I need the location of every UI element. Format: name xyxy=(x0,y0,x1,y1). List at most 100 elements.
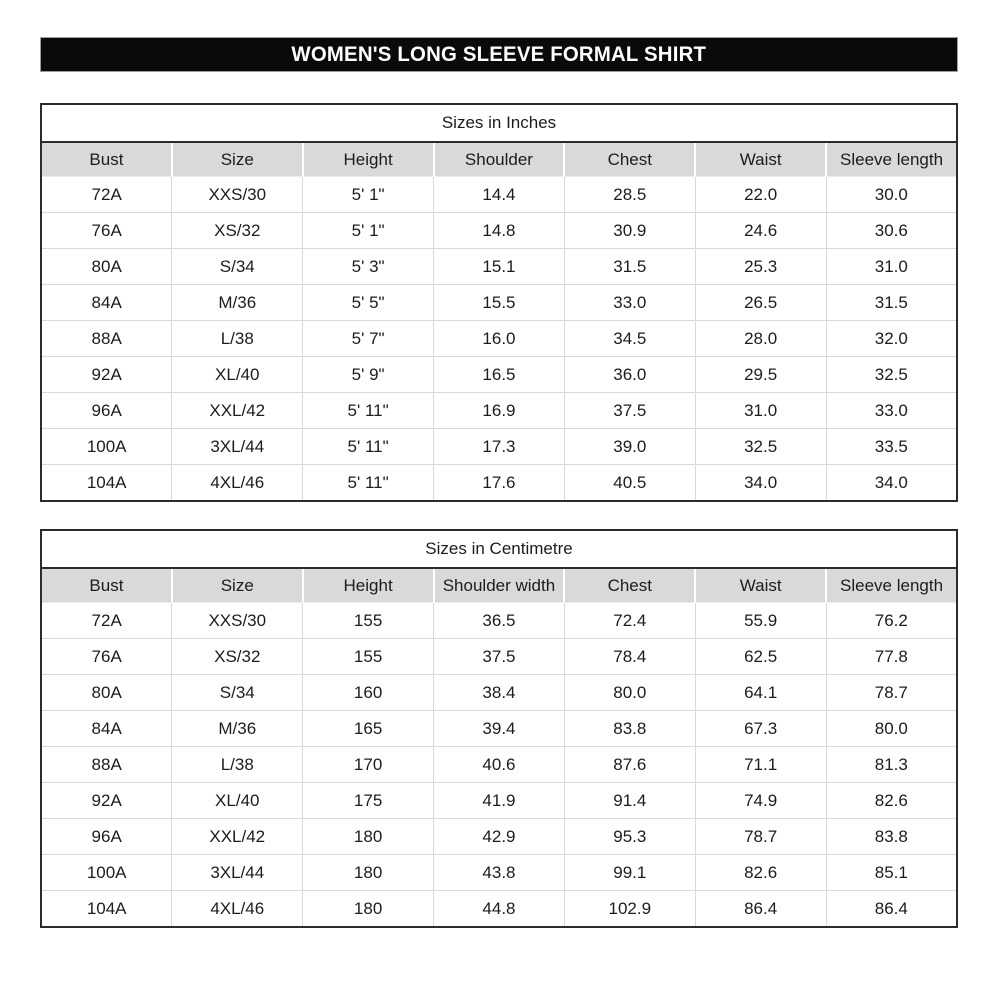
table-cell: 36.5 xyxy=(433,602,565,639)
column-header: Shoulder width xyxy=(432,568,565,603)
table-cell: 180 xyxy=(302,854,434,891)
table-row: 96A XXL/42 5' 11" 16.9 37.5 31.0 33.0 xyxy=(41,392,957,429)
table-cell: 5' 5" xyxy=(302,284,434,321)
table-cell: 38.4 xyxy=(433,674,565,711)
table-cell: 41.9 xyxy=(433,782,565,819)
product-title-bar: WOMEN'S LONG SLEEVE FORMAL SHIRT xyxy=(40,37,958,72)
table-cell: 86.4 xyxy=(694,890,827,927)
table-cell: 14.8 xyxy=(433,212,565,249)
table-cell: 34.0 xyxy=(694,464,827,501)
table-row: 96A XXL/42 180 42.9 95.3 78.7 83.8 xyxy=(41,818,957,855)
column-header: Size xyxy=(170,568,303,603)
table-cell: 32.5 xyxy=(694,428,827,465)
table-cell: 30.0 xyxy=(825,176,957,213)
table-cell: XS/32 xyxy=(171,638,303,675)
table-row: 88A L/38 5' 7" 16.0 34.5 28.0 32.0 xyxy=(41,320,957,357)
table-cell: 104A xyxy=(41,464,172,501)
table-cell: 170 xyxy=(302,746,434,783)
table-cell: 80A xyxy=(41,248,172,285)
table-cell: 37.5 xyxy=(563,392,696,429)
table-cell: 31.0 xyxy=(694,392,827,429)
table-cell: 92A xyxy=(41,356,172,393)
table-cell: 67.3 xyxy=(694,710,827,747)
table-cell: 72A xyxy=(91,610,122,630)
table-cell: 3XL/44 xyxy=(171,428,303,465)
table-row: 76A XS/32 5' 1" 14.8 30.9 24.6 30.6 xyxy=(41,212,957,249)
table-cell: 83.8 xyxy=(825,818,957,855)
table-cell: 22.0 xyxy=(694,176,827,213)
table-cell: 43.8 xyxy=(433,854,565,891)
table-cell: 102.9 xyxy=(563,890,696,927)
table-cell: 25.3 xyxy=(694,248,827,285)
table-cell: 4XL/46 xyxy=(171,890,303,927)
table-cell: 42.9 xyxy=(433,818,565,855)
table-cell: 15.1 xyxy=(433,248,565,285)
table-cell: 17.6 xyxy=(433,464,565,501)
table-cell: 84A xyxy=(41,710,172,747)
table-cell: 28.5 xyxy=(563,176,696,213)
table-cell: 5' 3" xyxy=(302,248,434,285)
table-cell: 165 xyxy=(302,710,434,747)
table-cell: 4XL/46 xyxy=(171,464,303,501)
column-header: Chest xyxy=(563,142,696,177)
table-cell: 16.0 xyxy=(433,320,565,357)
table-row: 76A XS/32 155 37.5 78.4 62.5 77.8 xyxy=(41,638,957,675)
table-cell: 100A xyxy=(41,854,172,891)
table-cell: 39.0 xyxy=(563,428,696,465)
table-cell: 37.5 xyxy=(433,638,565,675)
table-row: 84A M/36 165 39.4 83.8 67.3 80.0 xyxy=(41,710,957,747)
table-cell: 155 xyxy=(302,602,434,639)
table-cell: 175 xyxy=(302,782,434,819)
table-cell: 74.9 xyxy=(694,782,827,819)
table-cell: 24.6 xyxy=(694,212,827,249)
table-cell: 85.1 xyxy=(825,854,957,891)
table-cell: 33.5 xyxy=(825,428,957,465)
table-cell: 40.5 xyxy=(563,464,696,501)
table-caption-row: Sizes in Centimetre xyxy=(41,530,957,569)
table-cell: 31.5 xyxy=(825,284,957,321)
table-row: 100A 3XL/44 5' 11" 17.3 39.0 32.5 33.5 xyxy=(41,428,957,465)
table-cell: 33.0 xyxy=(563,284,696,321)
column-header: Bust xyxy=(41,568,172,603)
table-cell: 72.4 xyxy=(563,602,696,639)
table-cell: 160 xyxy=(302,674,434,711)
table-cell: 26.5 xyxy=(694,284,827,321)
table-cell: XS/32 xyxy=(171,212,303,249)
table-cell: M/36 xyxy=(171,284,303,321)
table-cell: 82.6 xyxy=(694,854,827,891)
column-header: Height xyxy=(301,568,434,603)
table-header-row: Bust Size Height Shoulder Chest Waist Sleeve l… xyxy=(41,142,957,177)
table-cell: 55.9 xyxy=(694,602,827,639)
table-cell: 78.7 xyxy=(825,674,957,711)
table-cell: 5' 7" xyxy=(302,320,434,357)
table-cell: 33.0 xyxy=(825,392,957,429)
table-cell: 76A xyxy=(41,212,172,249)
column-header: Waist xyxy=(694,568,827,603)
table-cell: 5' 9" xyxy=(302,356,434,393)
table-cell: 5' 11" xyxy=(302,428,434,465)
table-cell: 15.5 xyxy=(433,284,565,321)
table-row: 80A S/34 160 38.4 80.0 64.1 78.7 xyxy=(41,674,957,711)
table-row: 88A L/38 170 40.6 87.6 71.1 81.3 xyxy=(41,746,957,783)
column-header: Height xyxy=(301,142,434,177)
table-cell: XXS/30 xyxy=(171,176,303,213)
table-cell: 96A xyxy=(41,818,172,855)
table-cell: 99.1 xyxy=(563,854,696,891)
table-cell: XL/40 xyxy=(171,356,303,393)
sizes-in-inches-table: Sizes in Inches Bust Size Height Shoulder Ch… xyxy=(40,103,958,502)
table-cell: 71.1 xyxy=(694,746,827,783)
table-cell: 81.3 xyxy=(825,746,957,783)
table-cell: 34.0 xyxy=(825,464,957,501)
table-cell: XXL/42 xyxy=(171,818,303,855)
table-caption-row: Sizes in Inches xyxy=(41,104,957,143)
table-cell: 17.3 xyxy=(433,428,565,465)
table-cell: 88A xyxy=(41,746,172,783)
table-cell: 76.2 xyxy=(825,602,957,639)
table-row: 100A 3XL/44 180 43.8 99.1 82.6 85.1 xyxy=(41,854,957,891)
table-cell: 80.0 xyxy=(825,710,957,747)
table-cell: 30.6 xyxy=(825,212,957,249)
table-cell: 44.8 xyxy=(433,890,565,927)
table-row: 104A 4XL/46 180 44.8 102.9 86.4 86.4 xyxy=(41,890,957,927)
column-header: Sleeve length xyxy=(825,568,957,603)
